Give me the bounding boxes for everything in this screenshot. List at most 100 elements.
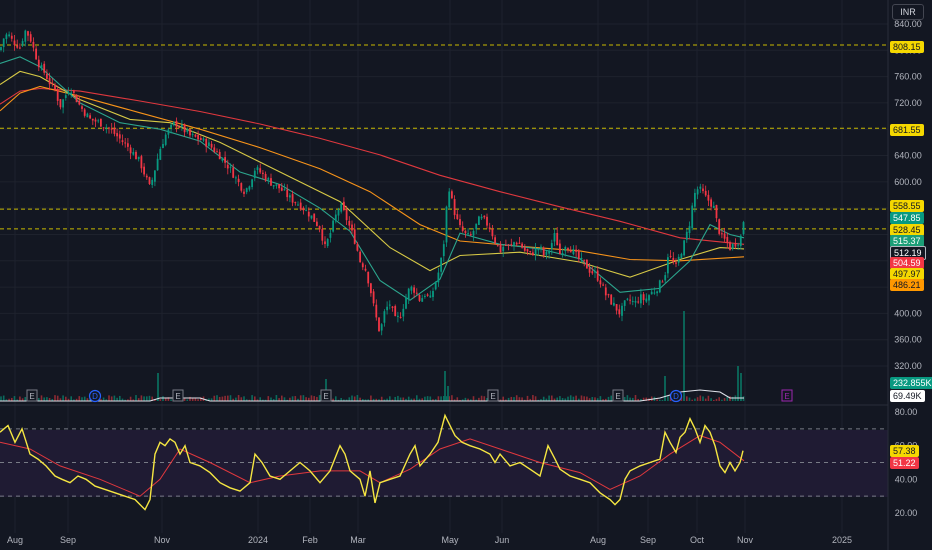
candle-body (561, 252, 564, 254)
candle-body (645, 298, 648, 302)
volume-bar (478, 397, 480, 401)
candle-body (442, 244, 445, 257)
ma-50-line (0, 70, 745, 278)
volume-bar (294, 396, 297, 401)
candle-body (70, 92, 73, 94)
candle-body (729, 242, 731, 251)
candle-body (440, 257, 442, 272)
volume-bar (167, 397, 170, 401)
volume-bar (353, 396, 356, 401)
candle-body (699, 186, 702, 189)
candle-body (532, 252, 534, 256)
volume-bar (240, 397, 243, 401)
candle-body (550, 243, 553, 250)
time-tick-label: Aug (7, 535, 23, 545)
volume-bar (664, 376, 666, 401)
volume-bar (297, 398, 299, 401)
volume-bar (426, 396, 429, 401)
candle-body (426, 294, 429, 296)
candle-body (629, 299, 631, 301)
volume-bar (683, 311, 685, 401)
candle-body (121, 140, 124, 143)
candle-body (375, 304, 378, 318)
candle-body (151, 179, 154, 185)
volume-bar (159, 399, 162, 401)
volume-bar (537, 399, 540, 401)
candle-body (140, 156, 143, 169)
volume-bar (378, 399, 380, 401)
volume-bar (667, 396, 669, 401)
candle-body (118, 134, 121, 139)
candle-body (661, 281, 664, 283)
price-tick-label: 760.00 (894, 72, 922, 82)
candle-body (259, 168, 262, 173)
currency-label[interactable]: INR (892, 4, 924, 20)
volume-bar (367, 399, 369, 401)
candle-body (83, 109, 86, 116)
candle-body (453, 199, 456, 216)
candlestick-series (0, 29, 745, 336)
candle-body (305, 209, 307, 211)
candle-body (402, 308, 405, 317)
volume-bar (13, 396, 16, 401)
volume-bar (281, 395, 283, 401)
candle-body (399, 316, 402, 318)
candle-body (40, 65, 43, 68)
volume-bar (11, 397, 13, 401)
rsi-tick-label: 20.00 (895, 508, 918, 518)
volume-bar (364, 399, 367, 401)
volume-bar (444, 371, 446, 401)
candle-body (213, 147, 216, 152)
volume-bar (89, 398, 91, 401)
candle-body (459, 219, 461, 226)
volume-bar (213, 395, 216, 401)
candle-body (0, 47, 2, 51)
volume-bar (289, 397, 291, 401)
candle-body (283, 189, 286, 191)
candle-body (664, 275, 667, 281)
candle-body (54, 84, 56, 90)
volume-bar (299, 395, 302, 401)
volume-bar (524, 399, 526, 401)
volume-bar (513, 397, 515, 401)
candle-body (251, 179, 253, 188)
candle-body (739, 235, 742, 247)
candle-body (380, 324, 383, 331)
time-tick-label: Sep (60, 535, 76, 545)
candle-body (110, 128, 113, 130)
candle-body (13, 40, 16, 46)
volume-bar (73, 399, 75, 401)
candle-body (537, 249, 540, 251)
earnings-marker (781, 389, 793, 402)
volume-bar (418, 398, 421, 401)
volume-bar (262, 399, 264, 401)
volume-bar (456, 397, 459, 401)
candle-body (596, 270, 599, 281)
candle-body (677, 256, 680, 263)
candle-body (132, 152, 135, 155)
candle-body (464, 230, 467, 234)
candle-body (696, 189, 699, 195)
volume-bar (718, 397, 720, 401)
volume-bar (151, 396, 153, 401)
candle-body (567, 248, 569, 250)
earnings-marker-label: E (615, 392, 620, 401)
volume-bar (461, 399, 464, 401)
price-tick-label: 640.00 (894, 151, 922, 161)
candle-body (156, 158, 159, 171)
candle-body (388, 304, 391, 306)
dividend-marker-label: D (92, 392, 98, 401)
volume-bar (607, 396, 610, 401)
volume-bar (656, 399, 658, 401)
candle-body (245, 188, 248, 193)
time-axis[interactable]: Aug Sep Nov 2024 Feb Mar May Jun Aug Sep Oct Nov 202… (7, 535, 852, 545)
candle-body (329, 233, 332, 238)
candle-body (270, 178, 272, 186)
candle-body (345, 209, 348, 221)
candle-body (607, 294, 610, 296)
candle-body (718, 219, 721, 234)
volume-bar (707, 395, 710, 401)
candle-body (100, 118, 102, 127)
